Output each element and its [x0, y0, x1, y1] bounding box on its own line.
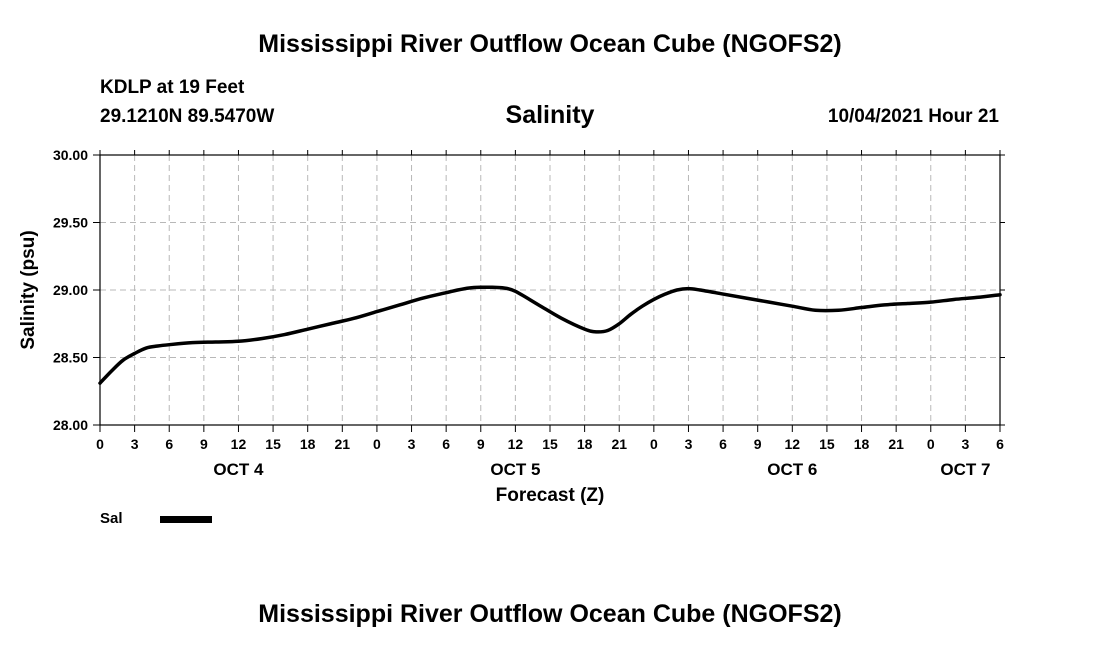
footer-title: Mississippi River Outflow Ocean Cube (NG… — [258, 600, 842, 628]
x-tick-label: 0 — [650, 436, 658, 452]
x-tick-label: 9 — [477, 436, 485, 452]
x-axis-label: Forecast (Z) — [496, 485, 605, 506]
x-tick-label: 9 — [754, 436, 762, 452]
station-label: KDLP at 19 Feet — [100, 77, 245, 98]
x-tick-label: 6 — [996, 436, 1004, 452]
forecast-datetime: 10/04/2021 Hour 21 — [827, 106, 999, 127]
legend-swatch — [160, 516, 212, 523]
x-tick-label: 15 — [819, 436, 835, 452]
x-tick-label: 18 — [854, 436, 870, 452]
x-tick-label: 15 — [265, 436, 281, 452]
x-tick-label: 18 — [577, 436, 593, 452]
y-tick-label: 28.50 — [53, 350, 88, 366]
x-tick-label: 21 — [335, 436, 351, 452]
x-tick-label: 3 — [131, 436, 139, 452]
x-day-label: OCT 5 — [490, 460, 540, 479]
x-tick-label: 15 — [542, 436, 558, 452]
chart-title: Salinity — [505, 101, 595, 129]
y-tick-label: 29.00 — [53, 282, 88, 298]
x-day-label: OCT 7 — [940, 460, 990, 479]
x-tick-label: 3 — [408, 436, 416, 452]
x-tick-label: 6 — [719, 436, 727, 452]
x-tick-label: 6 — [165, 436, 173, 452]
x-tick-label: 18 — [300, 436, 316, 452]
x-tick-label: 0 — [373, 436, 381, 452]
station-coordinates: 29.1210N 89.5470W — [100, 106, 275, 127]
y-tick-label: 28.00 — [53, 417, 88, 433]
x-tick-label: 12 — [231, 436, 247, 452]
x-tick-label: 21 — [611, 436, 627, 452]
y-tick-label: 29.50 — [53, 215, 88, 231]
x-tick-label: 3 — [685, 436, 693, 452]
x-day-label: OCT 4 — [213, 460, 264, 479]
legend-label: Sal — [100, 510, 123, 527]
x-tick-label: 12 — [508, 436, 524, 452]
x-tick-label: 12 — [785, 436, 801, 452]
y-tick-label: 30.00 — [53, 147, 88, 163]
x-tick-label: 0 — [96, 436, 104, 452]
x-tick-label: 9 — [200, 436, 208, 452]
x-tick-label: 3 — [961, 436, 969, 452]
series-line-sal — [98, 285, 1002, 385]
x-tick-label: 21 — [888, 436, 904, 452]
y-axis-label: Salinity (psu) — [18, 230, 39, 349]
x-tick-label: 0 — [927, 436, 935, 452]
x-day-label: OCT 6 — [767, 460, 817, 479]
page-title: Mississippi River Outflow Ocean Cube (NG… — [258, 30, 842, 58]
x-tick-label: 6 — [442, 436, 450, 452]
